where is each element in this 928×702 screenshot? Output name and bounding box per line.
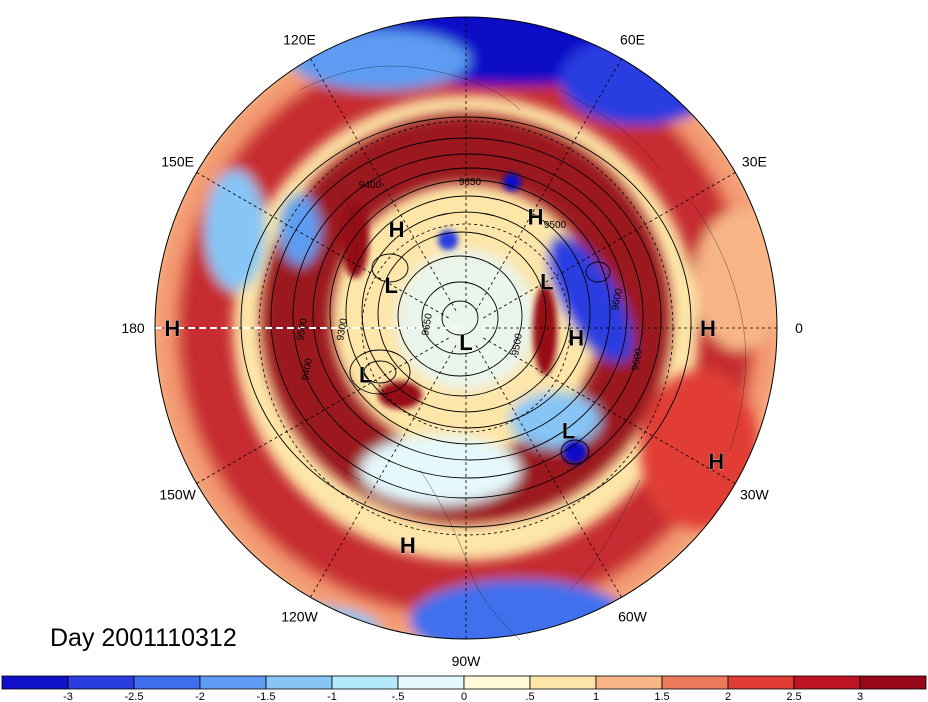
colorbar-tick-label: 2.5 <box>786 691 801 702</box>
colorbar-tick-label: 3 <box>857 691 863 702</box>
colorbar-tick-label: -2.5 <box>125 691 144 702</box>
colorbar-tick-label: -3 <box>63 691 73 702</box>
longitude-label: 180 <box>121 320 145 336</box>
longitude-label: 90W <box>452 653 482 669</box>
anomaly-field <box>155 17 777 639</box>
colorbar-swatch <box>397 675 465 690</box>
pressure-centers: H H H H H H H L L L L L <box>164 204 724 558</box>
low-pressure-marker: L <box>540 269 553 294</box>
meridian-line <box>310 58 457 311</box>
colorbar-swatch <box>529 675 597 690</box>
colorbar-swatch <box>199 675 267 690</box>
longitude-label: 120E <box>283 32 316 48</box>
low-pressure-marker: L <box>384 273 397 298</box>
contour-label: 9600 <box>610 287 625 311</box>
colorbar-swatch <box>727 675 795 690</box>
contour-label: 9400 <box>300 357 315 381</box>
high-pressure-marker: H <box>568 326 584 351</box>
colorbar-swatch <box>793 675 861 690</box>
colorbar-tick-label: -.5 <box>392 691 405 702</box>
longitude-label: 0 <box>795 320 803 336</box>
contour-label: 9500 <box>510 332 525 356</box>
high-pressure-marker: H <box>528 205 544 230</box>
contour-labels: 9400 9400 9500 9500 9500 9600 9600 9650 9650 9300 <box>295 177 645 381</box>
longitude-labels: 90E 60E 30E 0 30W 60W 90W 120W 150W 180 150E 120E <box>121 0 803 669</box>
high-pressure-marker: H <box>400 533 416 558</box>
colorbar-swatch <box>265 675 333 690</box>
longitude-label: 90E <box>454 0 479 3</box>
meridian-line <box>475 58 622 311</box>
meridian-line <box>196 337 449 484</box>
longitude-label: 150W <box>159 487 196 503</box>
colorbar-swatch <box>331 675 399 690</box>
contour-label: 9300 <box>335 317 350 341</box>
meridian-line <box>483 172 736 319</box>
longitude-label: 30W <box>740 487 770 503</box>
colorbar-tick-label: 1.5 <box>654 691 669 702</box>
high-pressure-marker: H <box>164 316 180 341</box>
meridian-lines <box>155 17 777 639</box>
map-border <box>154 16 778 640</box>
contour-label: 9500 <box>544 220 567 231</box>
coastlines <box>299 65 746 641</box>
colorbar-swatch <box>595 675 663 690</box>
colorbar-swatch <box>133 675 201 690</box>
contour-label: 9650 <box>420 312 435 336</box>
colorbar-swatch <box>1 675 69 690</box>
contour-label: 9400 <box>359 180 382 191</box>
colorbar-swatch <box>859 675 927 690</box>
colorbar-tick-label: -1 <box>327 691 337 702</box>
low-pressure-marker: L <box>359 363 372 388</box>
longitude-label: 120W <box>281 608 318 624</box>
colorbar-tick-label: 1 <box>593 691 599 702</box>
height-contours <box>240 116 692 528</box>
meridian-line <box>310 345 457 598</box>
low-pressure-marker: L <box>562 419 575 444</box>
colorbar-tick-label: 2 <box>725 691 731 702</box>
longitude-label: 60E <box>620 32 645 48</box>
meridian-line <box>475 345 622 598</box>
colorbar-tick-label: -1.5 <box>257 691 276 702</box>
colorbar-swatch <box>661 675 729 690</box>
colorbar-swatch <box>67 675 135 690</box>
colorbar-tick-label: -2 <box>195 691 205 702</box>
colorbar-tick-label: 0 <box>461 691 467 702</box>
plot-title: Day 2001110312 <box>50 624 237 652</box>
contour-label: 9650 <box>459 177 482 188</box>
meridian-line <box>196 172 449 319</box>
meridian-line <box>483 337 736 484</box>
high-pressure-marker: H <box>389 217 405 242</box>
high-pressure-marker: H <box>708 449 724 474</box>
colorbar-tick-label: .5 <box>525 691 534 702</box>
colorbar: -3 -2.5 -2 -1.5 -1 -.5 0 .5 1 1.5 2 2.5 3 <box>1 675 927 702</box>
low-pressure-marker: L <box>459 330 472 355</box>
longitude-label: 30E <box>742 154 767 170</box>
colorbar-swatch <box>463 675 531 690</box>
contour-label: 9600 <box>630 347 645 371</box>
high-pressure-marker: H <box>700 316 716 341</box>
longitude-label: 60W <box>618 608 648 624</box>
longitude-label: 150E <box>161 154 194 170</box>
contour-label: 9500 <box>295 317 310 341</box>
